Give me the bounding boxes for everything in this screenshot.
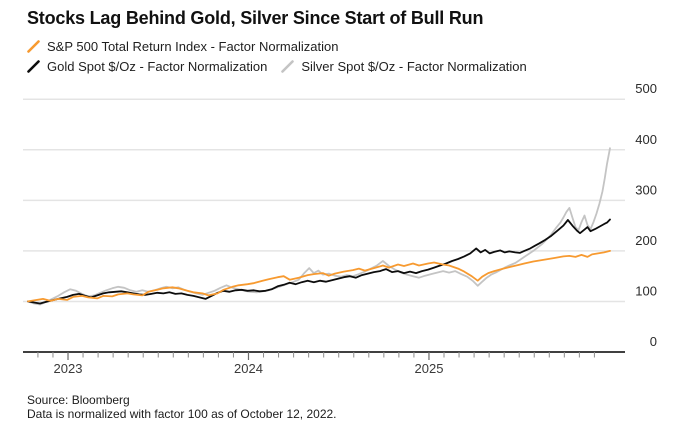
y-axis-label-500: 500: [635, 81, 657, 96]
chart-footer: Source: Bloomberg Data is normalized wit…: [27, 393, 337, 421]
legend-label-silver: Silver Spot $/Oz - Factor Normalization: [301, 58, 527, 74]
series-line-sp500: [27, 249, 611, 303]
legend-item-sp500: S&P 500 Total Return Index - Factor Norm…: [27, 39, 338, 54]
x-axis-label-2023: 2023: [54, 361, 83, 376]
y-axis-label-300: 300: [635, 182, 657, 197]
legend-row-1: S&P 500 Total Return Index - Factor Norm…: [27, 36, 541, 56]
x-axis-label-2025: 2025: [415, 361, 444, 376]
legend-label-sp500: S&P 500 Total Return Index - Factor Norm…: [47, 38, 339, 54]
x-axis-label-2024: 2024: [234, 361, 263, 376]
silver-slash-icon: [281, 59, 295, 73]
sp500-slash-icon: [27, 39, 40, 53]
chart-legend: S&P 500 Total Return Index - Factor Norm…: [27, 36, 541, 76]
legend-label-gold: Gold Spot $/Oz - Factor Normalization: [47, 58, 268, 74]
normalization-note: Data is normalized with factor 100 as of…: [27, 407, 337, 421]
y-axis-label-400: 400: [635, 132, 657, 147]
legend-row-2: Gold Spot $/Oz - Factor Normalization Si…: [27, 56, 541, 76]
legend-item-gold: Gold Spot $/Oz - Factor Normalization: [27, 59, 267, 74]
y-axis-label-100: 100: [635, 283, 657, 298]
series-line-gold: [27, 218, 611, 305]
gold-slash-icon: [27, 59, 40, 73]
source-note: Source: Bloomberg: [27, 393, 130, 407]
legend-item-silver: Silver Spot $/Oz - Factor Normalization: [281, 58, 527, 74]
series-line-silver: [27, 147, 611, 306]
y-axis-label-0: 0: [650, 334, 657, 349]
chart-title: Stocks Lag Behind Gold, Silver Since Sta…: [27, 8, 484, 28]
y-axis-label-200: 200: [635, 233, 657, 248]
